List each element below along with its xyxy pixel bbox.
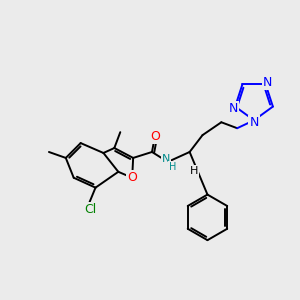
Text: H: H <box>189 166 198 176</box>
Text: N: N <box>229 102 238 115</box>
Text: N: N <box>263 76 272 89</box>
Text: H: H <box>169 162 176 172</box>
Text: Cl: Cl <box>84 203 97 216</box>
Text: N: N <box>249 116 259 129</box>
Text: O: O <box>127 171 137 184</box>
Text: O: O <box>150 130 160 142</box>
Text: N: N <box>162 154 170 164</box>
